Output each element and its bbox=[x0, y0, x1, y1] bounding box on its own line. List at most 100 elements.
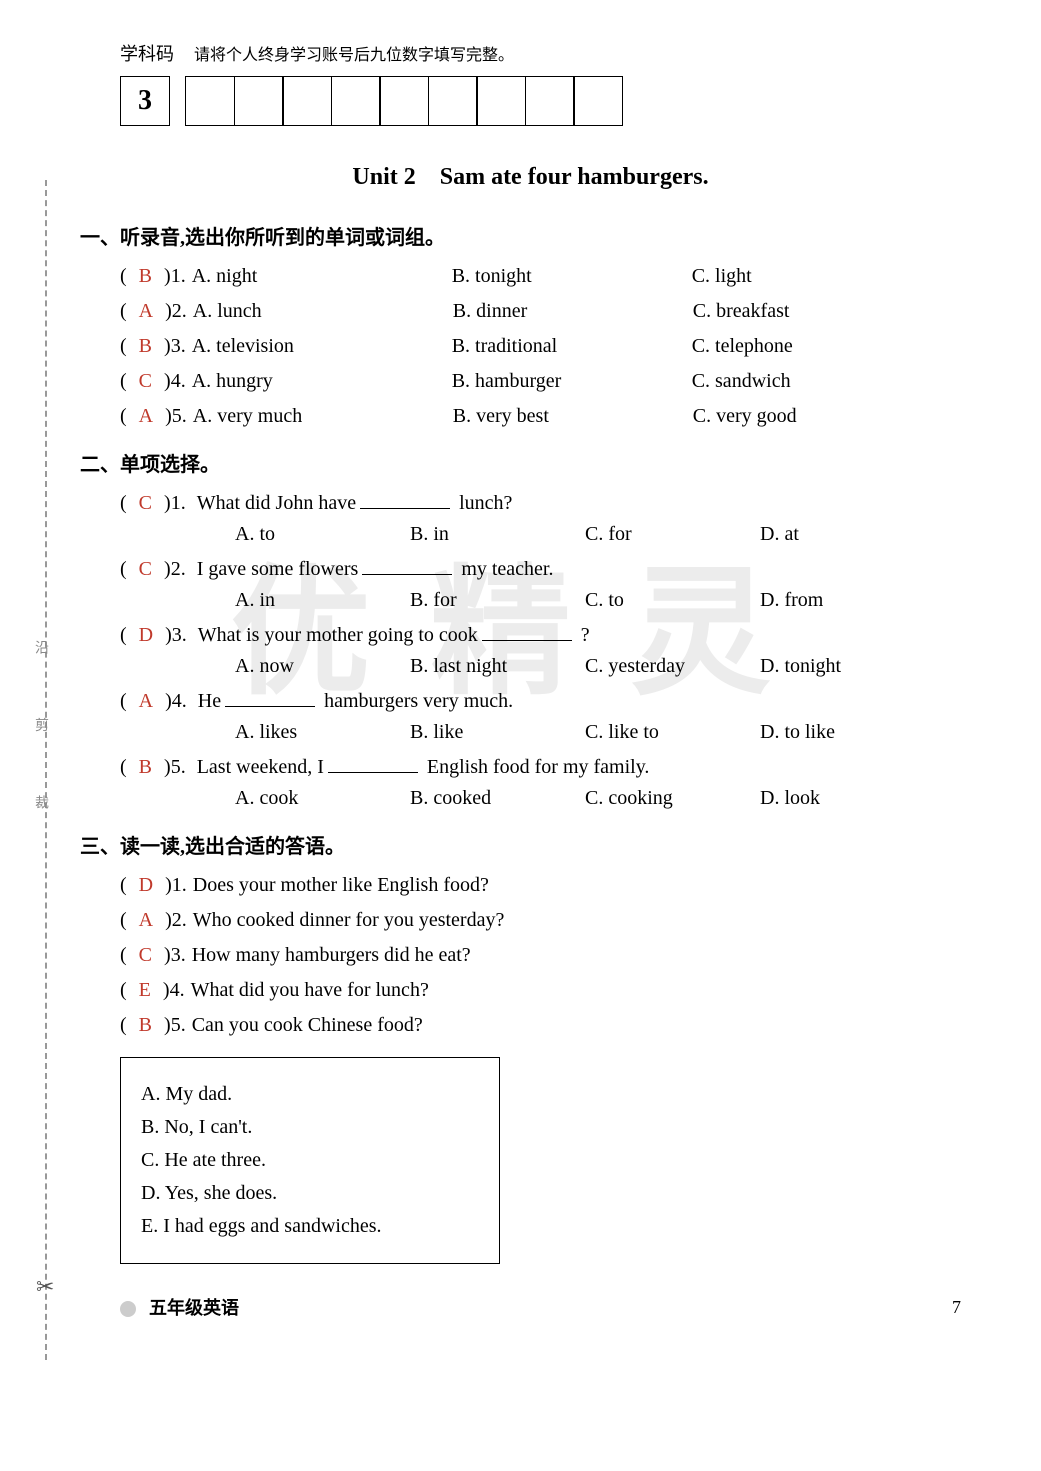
paren-open: ( bbox=[120, 874, 127, 897]
section1-title: 一、听录音,选出你所听到的单词或词组。 bbox=[80, 221, 981, 250]
question-text: Can you cook Chinese food? bbox=[192, 1014, 423, 1037]
option-b: B. traditional bbox=[452, 335, 692, 358]
answer-letter: D bbox=[139, 874, 153, 897]
listen-question-row: (A)2.A. lunchB. dinnerC. breakfast bbox=[120, 300, 981, 323]
option-b: B. cooked bbox=[410, 787, 585, 810]
option-b: B. last night bbox=[410, 655, 585, 678]
paren-close: ) bbox=[164, 944, 171, 967]
mc-options-row: A. toB. inC. forD. at bbox=[235, 523, 981, 546]
answer-letter: B bbox=[139, 1014, 152, 1037]
match-question-row: (D)1. Does your mother like English food… bbox=[120, 874, 981, 897]
option-c: C. light bbox=[692, 265, 872, 288]
paren-open: ( bbox=[120, 909, 127, 932]
mc-question-row: (A)4. He hamburgers very much. bbox=[120, 690, 981, 713]
option-d: D. to like bbox=[760, 721, 935, 744]
match-question-row: (A)2. Who cooked dinner for you yesterda… bbox=[120, 909, 981, 932]
mc-options-row: A. inB. forC. toD. from bbox=[235, 589, 981, 612]
answer-letter: A bbox=[139, 405, 153, 428]
answer-option: B. No, I can't. bbox=[141, 1116, 479, 1139]
question-number: 5. bbox=[171, 1014, 186, 1037]
option-d: D. look bbox=[760, 787, 935, 810]
paren-close: ) bbox=[164, 756, 171, 778]
option-b: B. like bbox=[410, 721, 585, 744]
paren-close: ) bbox=[164, 492, 171, 514]
paren-open: ( bbox=[120, 624, 127, 646]
answer-option: D. Yes, she does. bbox=[141, 1182, 479, 1205]
stem-post: lunch? bbox=[454, 492, 512, 514]
option-b: B. very best bbox=[453, 405, 693, 428]
blank bbox=[362, 574, 452, 575]
option-c: C. yesterday bbox=[585, 655, 760, 678]
paren-open: ( bbox=[120, 979, 127, 1002]
option-b: B. for bbox=[410, 589, 585, 612]
blank bbox=[360, 508, 450, 509]
stem-pre: He bbox=[198, 690, 221, 712]
paren-open: ( bbox=[120, 300, 127, 323]
footer-label: 五年级英语 bbox=[149, 1298, 239, 1318]
option-c: C. telephone bbox=[692, 335, 872, 358]
code-box bbox=[428, 76, 478, 126]
stem-pre: What is your mother going to cook bbox=[198, 624, 478, 646]
paren-close: ) bbox=[163, 979, 170, 1002]
question-text: Does your mother like English food? bbox=[193, 874, 489, 897]
paren-close: ) bbox=[164, 265, 171, 288]
listen-question-row: (A)5.A. very muchB. very bestC. very goo… bbox=[120, 405, 981, 428]
question-number: 5. bbox=[171, 756, 191, 778]
code-box-first: 3 bbox=[120, 76, 170, 126]
paren-close: ) bbox=[164, 1014, 171, 1037]
paren-open: ( bbox=[120, 492, 127, 514]
blank bbox=[225, 706, 315, 707]
side-text: 沿 剪 裁 bbox=[30, 640, 50, 839]
code-box bbox=[331, 76, 381, 126]
question-text: What did you have for lunch? bbox=[191, 979, 429, 1002]
paren-open: ( bbox=[120, 370, 127, 393]
blank bbox=[482, 640, 572, 641]
answer-letter: B bbox=[139, 756, 152, 778]
blank bbox=[328, 772, 418, 773]
option-c: C. like to bbox=[585, 721, 760, 744]
paren-open: ( bbox=[120, 265, 127, 288]
mc-options-row: A. nowB. last nightC. yesterdayD. tonigh… bbox=[235, 655, 981, 678]
section2-title: 二、单项选择。 bbox=[80, 448, 981, 477]
paren-close: ) bbox=[165, 909, 172, 932]
question-number: 1. bbox=[171, 492, 191, 514]
code-box bbox=[379, 76, 429, 126]
stem-post: hamburgers very much. bbox=[319, 690, 513, 712]
page-number: 7 bbox=[952, 1297, 961, 1318]
code-box bbox=[282, 76, 332, 126]
question-number: 5. bbox=[172, 405, 187, 428]
listen-question-row: (C)4.A. hungryB. hamburgerC. sandwich bbox=[120, 370, 981, 393]
option-c: C. cooking bbox=[585, 787, 760, 810]
section3-title: 三、读一读,选出合适的答语。 bbox=[80, 830, 981, 859]
answer-letter: E bbox=[139, 979, 151, 1002]
option-b: B. hamburger bbox=[452, 370, 692, 393]
paren-close: ) bbox=[165, 405, 172, 428]
stem-post: English food for my family. bbox=[422, 756, 650, 778]
stem-pre: What did John have bbox=[197, 492, 356, 514]
answer-option: A. My dad. bbox=[141, 1083, 479, 1106]
paren-open: ( bbox=[120, 690, 127, 712]
page-content: 学科码 请将个人终身学习账号后九位数字填写完整。 3 Unit 2 Sam at… bbox=[80, 40, 981, 1320]
listen-question-row: (B)1.A. nightB. tonightC. light bbox=[120, 265, 981, 288]
option-a: A. to bbox=[235, 523, 410, 546]
mc-question-row: (D)3. What is your mother going to cook … bbox=[120, 624, 981, 647]
match-question-row: (C)3. How many hamburgers did he eat? bbox=[120, 944, 981, 967]
mc-question-row: (B)5. Last weekend, I English food for m… bbox=[120, 756, 981, 779]
footer-left: 五年级英语 bbox=[120, 1294, 239, 1320]
option-a: A. television bbox=[192, 335, 452, 358]
answer-letter: A bbox=[139, 909, 153, 932]
subject-label: 学科码 bbox=[120, 40, 174, 66]
listen-question-row: (B)3.A. televisionB. traditionalC. telep… bbox=[120, 335, 981, 358]
option-a: A. hungry bbox=[192, 370, 452, 393]
question-text: Who cooked dinner for you yesterday? bbox=[193, 909, 505, 932]
question-text: How many hamburgers did he eat? bbox=[192, 944, 471, 967]
stem-pre: Last weekend, I bbox=[197, 756, 324, 778]
match-question-row: (B)5. Can you cook Chinese food? bbox=[120, 1014, 981, 1037]
question-number: 2. bbox=[171, 558, 191, 580]
answer-letter: C bbox=[139, 492, 152, 514]
paren-open: ( bbox=[120, 944, 127, 967]
footer-circle-icon bbox=[120, 1301, 136, 1317]
paren-open: ( bbox=[120, 405, 127, 428]
mc-options-row: A. likesB. likeC. like toD. to like bbox=[235, 721, 981, 744]
paren-close: ) bbox=[164, 335, 171, 358]
